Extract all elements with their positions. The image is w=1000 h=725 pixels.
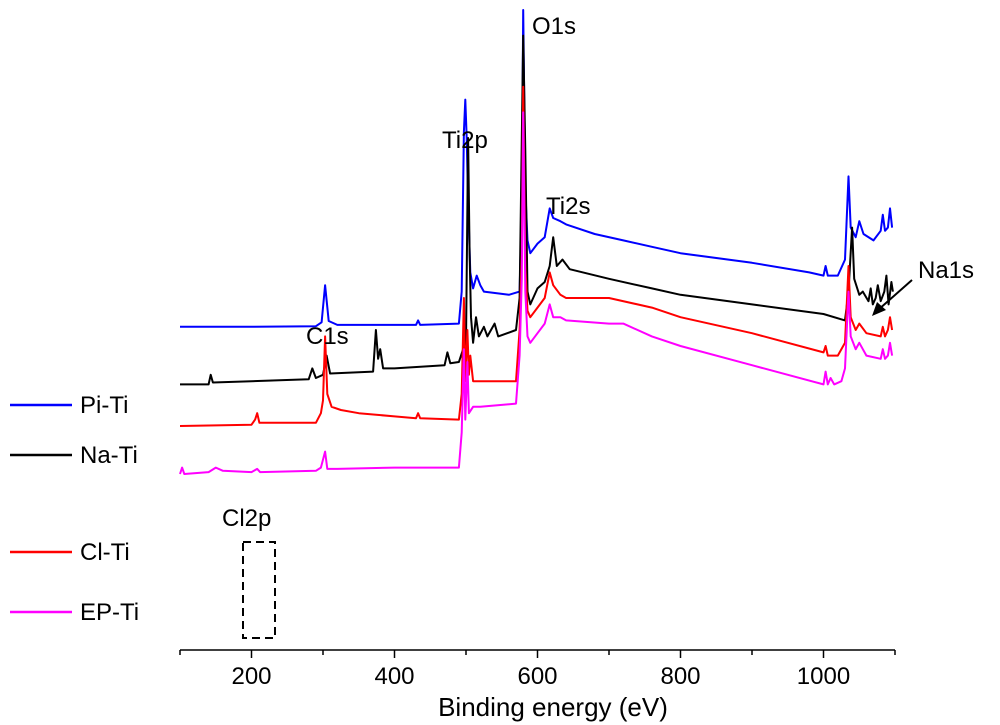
annotation-na1s: Na1s	[918, 257, 974, 284]
series-line-ep-ti	[179, 111, 894, 475]
annotation-o1s: O1s	[532, 13, 576, 40]
annotation-ti2s: Ti2s	[546, 193, 590, 220]
legend-label-pi-ti: Pi-Ti	[80, 392, 128, 419]
annotation-c1s: C1s	[306, 323, 349, 350]
annotation-cl2p: Cl2p	[222, 505, 271, 532]
series-line-cl-ti	[179, 85, 894, 427]
x-axis-title: Binding energy (eV)	[438, 692, 668, 722]
series-line-na-ti	[180, 34, 894, 386]
x-axis-ticks: 200 400 600 800 1000	[179, 650, 896, 690]
annotation-ti2p: Ti2p	[442, 127, 488, 154]
x-tick-label: 1000	[797, 663, 850, 690]
na1s-arrow-head	[872, 302, 886, 316]
na1s-arrow-line	[877, 279, 913, 311]
x-tick-label: 400	[374, 663, 414, 690]
legend-label-cl-ti: Cl-Ti	[80, 539, 130, 566]
x-tick-label: 600	[517, 663, 557, 690]
legend-label-na-ti: Na-Ti	[80, 442, 138, 469]
legend-label-ep-ti: EP-Ti	[80, 599, 139, 626]
x-tick-label: 200	[231, 663, 271, 690]
series-line-pi-ti	[180, 9, 894, 328]
x-tick-label: 800	[660, 663, 700, 690]
cl2p-highlight-box	[242, 541, 276, 639]
